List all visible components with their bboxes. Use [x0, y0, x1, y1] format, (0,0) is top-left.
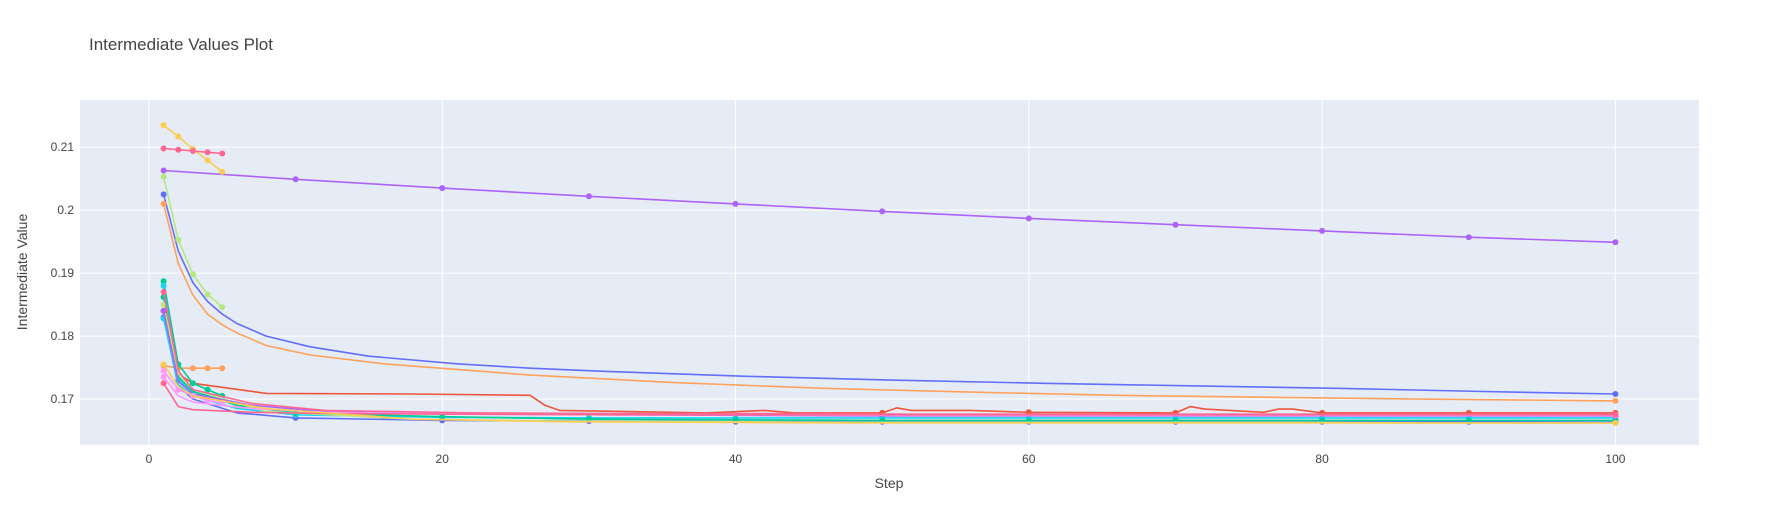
data-point[interactable] [1465, 417, 1472, 424]
x-axis-label: Step [875, 475, 904, 491]
data-point[interactable] [1612, 391, 1619, 397]
data-point[interactable] [219, 150, 226, 157]
series-line [162, 194, 1616, 395]
data-point[interactable] [160, 167, 167, 174]
data-point[interactable] [879, 208, 886, 215]
chart-title: Intermediate Values Plot [89, 35, 273, 54]
tick-labels: 0 20 40 60 80 100 0.17 0.18 0.19 0.2 0.21 [51, 140, 1626, 466]
data-point[interactable] [160, 374, 167, 380]
data-point[interactable] [585, 193, 592, 200]
data-point[interactable] [204, 365, 211, 372]
data-point[interactable] [219, 365, 226, 372]
y-tick-label: 0.2 [57, 203, 74, 217]
data-point[interactable] [160, 282, 167, 289]
x-tick-label: 20 [436, 452, 450, 466]
y-tick-label: 0.21 [51, 140, 75, 154]
series-line [162, 203, 1616, 402]
x-tick-label: 80 [1315, 452, 1329, 466]
data-point[interactable] [160, 200, 167, 207]
data-point[interactable] [204, 157, 211, 164]
y-tick-label: 0.18 [51, 329, 75, 343]
series-line [162, 382, 1616, 416]
x-tick-label: 0 [146, 452, 153, 466]
data-point[interactable] [292, 176, 299, 183]
data-point[interactable] [204, 291, 211, 298]
data-point[interactable] [160, 289, 167, 295]
data-point[interactable] [189, 365, 196, 372]
data-point[interactable] [439, 185, 446, 192]
data-point[interactable] [1025, 215, 1032, 222]
x-tick-label: 60 [1022, 452, 1036, 466]
data-point[interactable] [160, 145, 167, 152]
data-point[interactable] [439, 413, 446, 420]
data-point[interactable] [175, 236, 182, 243]
data-point[interactable] [160, 122, 167, 129]
data-point[interactable] [204, 386, 211, 393]
data-point[interactable] [219, 168, 226, 175]
plot-area [80, 100, 1699, 445]
x-tick-label: 100 [1605, 452, 1625, 466]
data-point[interactable] [160, 191, 167, 198]
series-2 [160, 191, 1619, 397]
series-line [162, 296, 1616, 422]
y-tick-label: 0.19 [51, 266, 75, 280]
y-tick-label: 0.17 [51, 392, 75, 406]
series-line [162, 363, 1616, 424]
series-line [162, 310, 1616, 414]
data-point[interactable] [1319, 227, 1326, 234]
data-point[interactable] [732, 200, 739, 207]
series-19 [160, 380, 1619, 418]
data-point[interactable] [160, 173, 167, 180]
data-point[interactable] [160, 367, 167, 374]
data-point[interactable] [1465, 234, 1472, 241]
data-point[interactable] [160, 278, 167, 285]
data-point[interactable] [1612, 239, 1619, 246]
series-20 [160, 361, 1619, 426]
data-point[interactable] [204, 149, 211, 156]
data-point[interactable] [189, 380, 196, 387]
data-point[interactable] [175, 146, 182, 153]
data-point[interactable] [160, 361, 167, 368]
series-1 [160, 167, 1619, 246]
series-3 [160, 200, 1619, 404]
data-point[interactable] [189, 271, 196, 278]
series-layer [160, 122, 1619, 426]
x-tick-label: 40 [729, 452, 743, 466]
data-point[interactable] [219, 304, 226, 311]
series-17 [160, 367, 226, 406]
data-point[interactable] [160, 380, 167, 387]
data-point[interactable] [1172, 221, 1179, 228]
series-6 [160, 145, 226, 157]
y-axis-label: Intermediate Value [14, 214, 30, 331]
data-point[interactable] [1612, 420, 1619, 426]
data-point[interactable] [1612, 397, 1619, 404]
series-4 [160, 173, 226, 311]
data-point[interactable] [189, 148, 196, 154]
data-point[interactable] [160, 307, 167, 314]
data-point[interactable] [1612, 411, 1619, 418]
data-point[interactable] [175, 133, 182, 140]
